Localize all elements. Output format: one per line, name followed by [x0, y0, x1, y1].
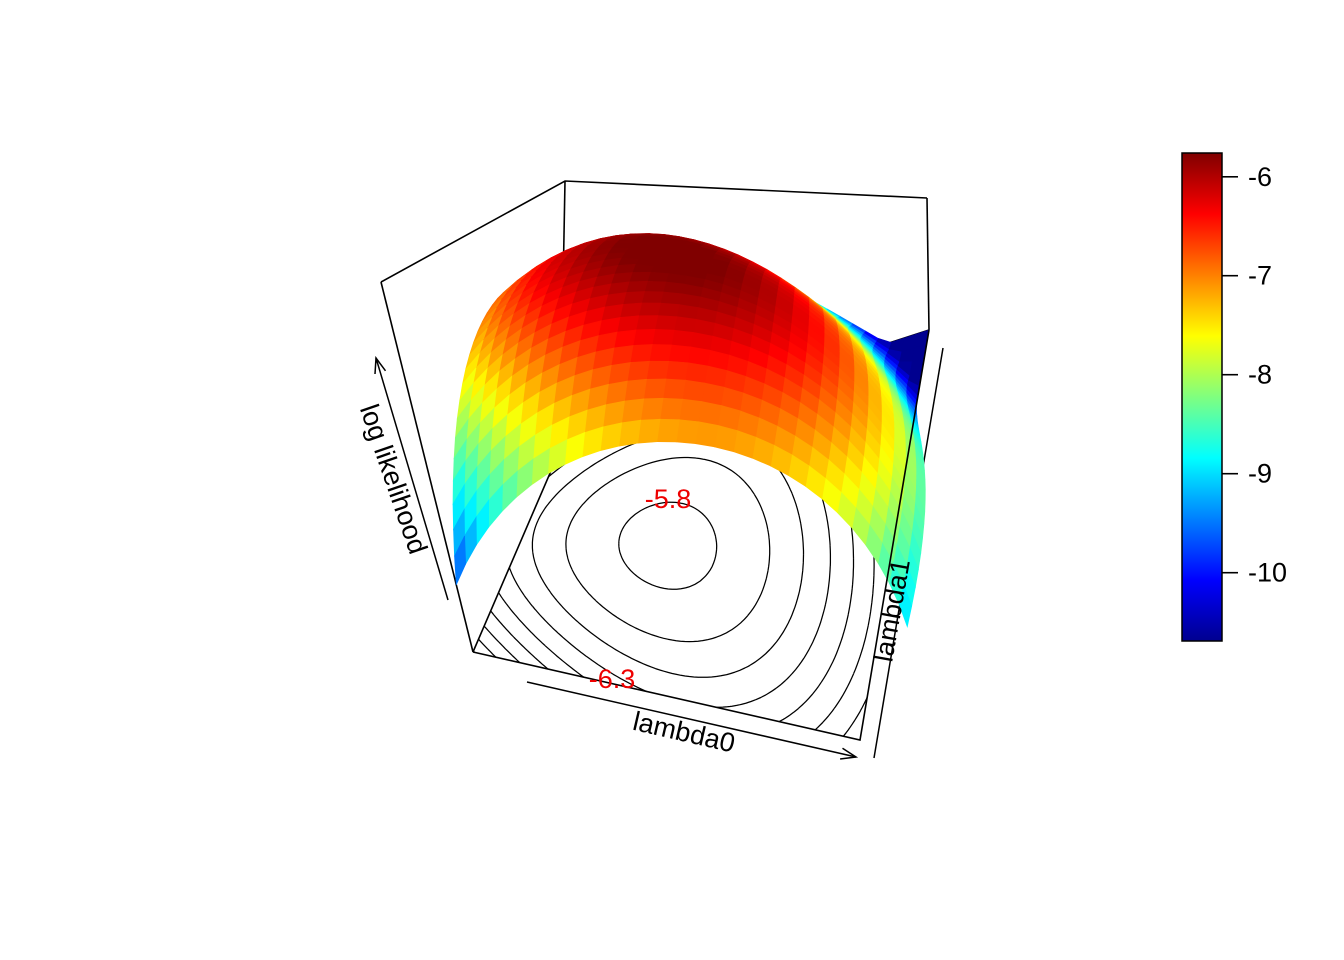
surface-facet — [714, 424, 738, 453]
colorbar-tick-label: -9 — [1248, 459, 1272, 489]
surface-facet — [646, 271, 669, 283]
surface-facet — [626, 360, 650, 382]
zaxis-arrow-line — [375, 357, 449, 601]
surface-facet — [656, 418, 680, 443]
surface-facet — [621, 398, 645, 424]
surface-facet — [651, 329, 675, 346]
colorbar: -6 -7 -8 -9 -10 — [1181, 152, 1287, 642]
surface-facet — [654, 315, 678, 331]
surface-facet — [625, 280, 648, 293]
colorbar-tick-label: -10 — [1248, 558, 1287, 588]
surface-facet — [643, 378, 667, 400]
xaxis-arrow-line — [526, 681, 857, 758]
surface-facet — [668, 344, 692, 364]
xaxis-label: lambda0 — [630, 706, 738, 759]
contour-label-outer: -6.3 — [589, 664, 636, 694]
colorbar-tick-label: -7 — [1248, 261, 1272, 291]
surface-facet — [678, 398, 703, 423]
surface-facet — [681, 379, 706, 402]
surface-facet — [695, 421, 719, 448]
surface-facet — [665, 360, 689, 381]
zaxis-label: log likelihood — [354, 400, 433, 557]
surface-facet — [675, 419, 700, 444]
colorbar-tick-label: -6 — [1248, 162, 1272, 192]
surface-facet — [644, 280, 667, 293]
surface-facet — [662, 378, 686, 400]
surface-facet — [619, 302, 643, 318]
surface-facet — [638, 302, 661, 317]
surface-facet — [641, 291, 664, 304]
surface-facet — [616, 315, 640, 333]
colorbar-ticks: -6 -7 -8 -9 -10 — [1222, 162, 1287, 588]
zaxis-arrowhead — [374, 355, 387, 375]
box-left-vertical-edge — [380, 281, 474, 653]
surface-facet — [632, 329, 656, 346]
surface-facet — [637, 418, 661, 444]
surface-facet — [618, 419, 642, 447]
axis-arrows — [374, 355, 859, 760]
surface-facet — [454, 535, 467, 585]
box-wireframe-front — [472, 329, 930, 741]
colorbar-gradient — [1181, 152, 1223, 642]
surface-facet — [599, 422, 623, 452]
contour-label-inner: -5.8 — [645, 484, 692, 514]
surface-facet — [628, 271, 651, 283]
surface-facet — [659, 291, 683, 305]
surface-facet — [646, 360, 670, 380]
surface-facet — [670, 329, 694, 348]
surface-facet — [635, 315, 659, 331]
contour-line — [618, 501, 718, 590]
xaxis-arrowhead — [840, 747, 859, 760]
colorbar-tick-label: -8 — [1248, 360, 1272, 390]
surface-facet — [648, 344, 672, 362]
box-right-vertical-edge — [926, 197, 930, 331]
contour-line — [565, 456, 771, 643]
contour-line — [531, 428, 805, 678]
surface-facet — [657, 302, 680, 318]
surface-facet — [673, 316, 697, 333]
box-floor-front-edges — [472, 329, 930, 741]
surface-facet — [684, 362, 708, 384]
surface-facet — [622, 291, 645, 305]
surface-facet — [629, 344, 653, 363]
surface-facet — [659, 397, 683, 421]
surface-facet — [640, 397, 664, 421]
surface-mesh — [452, 233, 930, 628]
surface-facet — [624, 378, 647, 402]
surface-facet — [698, 401, 722, 426]
